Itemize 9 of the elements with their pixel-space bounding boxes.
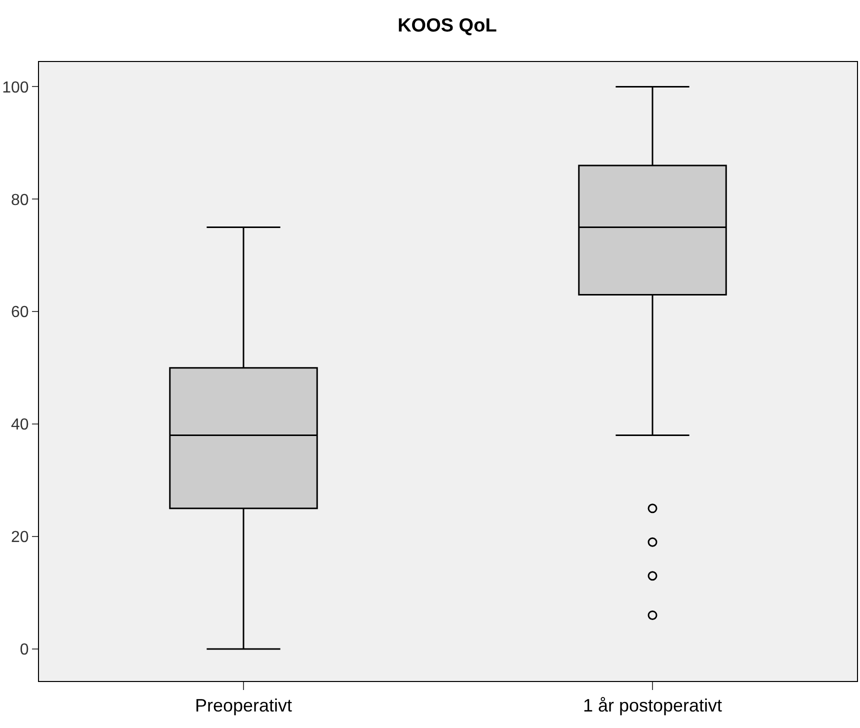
y-tick-label: 100: [2, 79, 29, 96]
x-tick-label: Preoperativt: [194, 696, 292, 716]
y-tick-label: 0: [20, 642, 29, 659]
chart-title: KOOS QoL: [398, 16, 498, 36]
y-tick-label: 60: [11, 304, 29, 322]
x-tick-label: 1 år postoperativt: [582, 696, 722, 716]
y-tick-label: 20: [11, 529, 29, 546]
y-tick-label: 80: [11, 192, 29, 209]
y-tick-label: 40: [11, 416, 29, 434]
